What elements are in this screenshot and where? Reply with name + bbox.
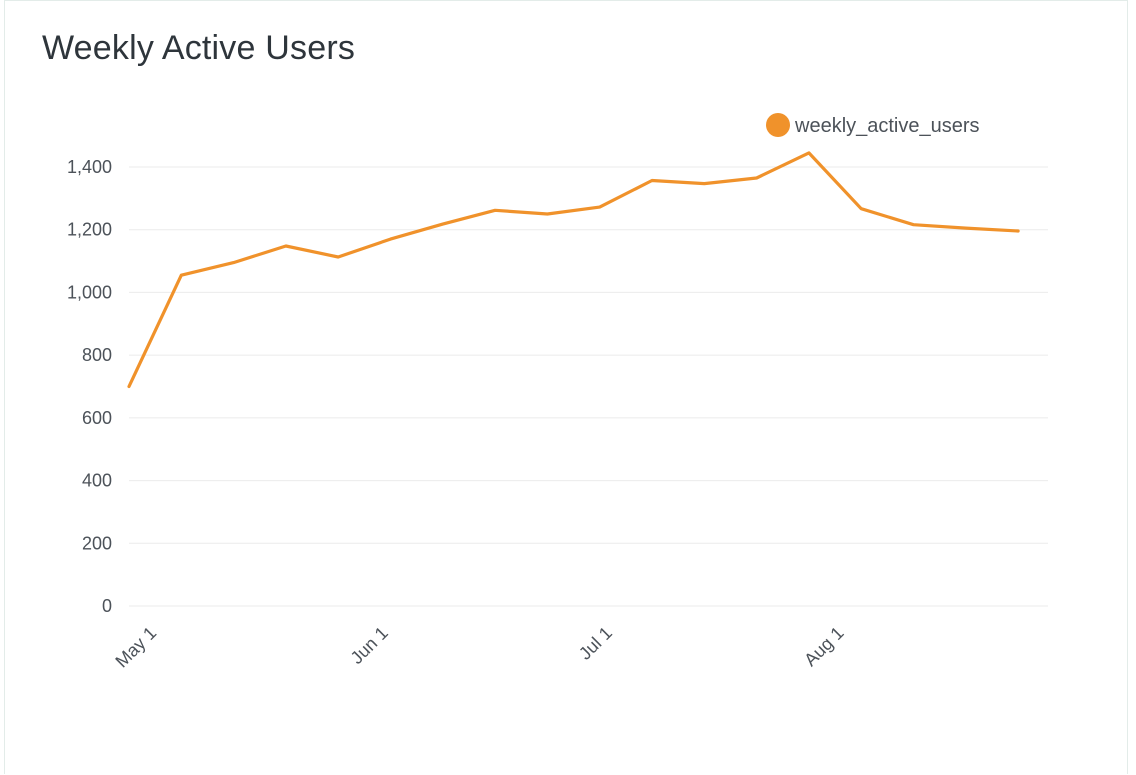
y-tick-label: 400	[82, 471, 112, 491]
legend-label: weekly_active_users	[794, 115, 980, 137]
series-line[interactable]	[127, 151, 1020, 389]
y-tick-label: 600	[82, 408, 112, 428]
line-chart: 0 200 400 600 800 1,000 1,200 1,400 May 1 Jun 1 J…	[67, 113, 1048, 672]
x-tick-label: May 1	[111, 623, 160, 672]
y-tick-label: 0	[102, 596, 112, 616]
x-tick-label: Aug 1	[800, 623, 847, 670]
legend-swatch-icon	[766, 113, 790, 137]
chart-card: Weekly Active Users 0 200 400 600 800 1,000 1,…	[4, 0, 1128, 774]
x-tick-label: Jun 1	[347, 623, 392, 668]
x-tick-label: Jul 1	[575, 623, 616, 664]
x-axis-ticks: May 1 Jun 1 Jul 1 Aug 1	[111, 623, 847, 672]
y-tick-label: 1,200	[67, 220, 112, 240]
y-tick-label: 200	[82, 533, 112, 553]
grid-lines	[129, 166, 1048, 607]
series-layer	[127, 151, 1020, 389]
y-tick-label: 1,000	[67, 282, 112, 302]
legend[interactable]: weekly_active_users	[766, 113, 980, 137]
y-axis-ticks: 0 200 400 600 800 1,000 1,200 1,400	[67, 157, 112, 616]
y-tick-label: 1,400	[67, 157, 112, 177]
chart-title: Weekly Active Users	[42, 29, 356, 67]
y-tick-label: 800	[82, 345, 112, 365]
